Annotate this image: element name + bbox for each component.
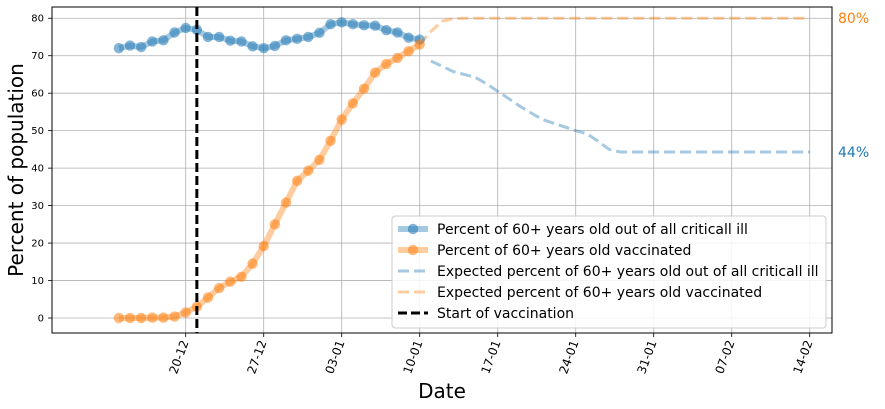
data-point bbox=[113, 312, 125, 324]
data-point bbox=[392, 52, 403, 64]
data-point bbox=[280, 35, 292, 46]
data-point bbox=[124, 40, 136, 51]
data-point bbox=[191, 24, 203, 36]
data-point bbox=[147, 312, 158, 323]
data-point bbox=[247, 258, 258, 269]
data-point bbox=[213, 31, 225, 43]
data-point bbox=[358, 20, 370, 31]
data-point bbox=[247, 41, 258, 52]
data-point bbox=[158, 35, 169, 46]
data-point bbox=[213, 282, 225, 294]
data-point bbox=[303, 31, 314, 43]
data-point bbox=[169, 27, 180, 38]
y-tick-label: 40 bbox=[31, 164, 44, 175]
y-tick-label: 0 bbox=[38, 314, 44, 325]
x-tick-label: 14-02 bbox=[790, 338, 815, 376]
data-point bbox=[202, 292, 214, 303]
data-point bbox=[314, 27, 325, 39]
data-point bbox=[236, 36, 247, 47]
data-point bbox=[403, 46, 414, 57]
data-point bbox=[202, 31, 214, 43]
data-point bbox=[381, 25, 392, 36]
series-line-2 bbox=[430, 59, 810, 154]
data-point bbox=[369, 20, 381, 31]
end-label-critical: 44% bbox=[838, 145, 869, 161]
legend-entry-start-vaccination: Start of vaccination bbox=[437, 306, 574, 322]
axes-frame bbox=[51, 6, 833, 334]
legend-entry-vaccinated: Percent of 60+ years old vaccinated bbox=[437, 243, 691, 259]
x-tick-label: 31-01 bbox=[634, 338, 659, 376]
legend-box bbox=[391, 215, 827, 329]
data-point bbox=[291, 175, 303, 187]
x-tick-label: 07-02 bbox=[712, 338, 737, 376]
x-tick-label: 24-01 bbox=[556, 338, 581, 376]
y-tick-label: 50 bbox=[31, 126, 44, 137]
data-point bbox=[336, 114, 347, 125]
data-point bbox=[403, 32, 414, 43]
data-point bbox=[258, 43, 269, 54]
data-point bbox=[347, 19, 359, 30]
data-point bbox=[325, 19, 336, 30]
data-point bbox=[381, 58, 392, 70]
data-point bbox=[280, 197, 292, 208]
data-point bbox=[135, 41, 147, 53]
data-point bbox=[158, 312, 169, 323]
data-point bbox=[269, 219, 281, 230]
x-axis-label: Date bbox=[418, 379, 466, 403]
legend-swatch-marker bbox=[407, 244, 419, 256]
data-point bbox=[169, 311, 180, 322]
data-point bbox=[147, 36, 158, 47]
data-point bbox=[303, 165, 314, 176]
series-line-1 bbox=[118, 41, 422, 321]
data-point bbox=[325, 135, 336, 146]
data-point bbox=[347, 98, 359, 109]
y-tick-label: 30 bbox=[31, 201, 44, 212]
data-point bbox=[180, 22, 191, 34]
legend-entry-expected-vaccinated: Expected percent of 60+ years old vaccin… bbox=[437, 285, 762, 301]
data-point bbox=[336, 17, 347, 28]
data-point bbox=[258, 240, 269, 252]
x-tick-label: 03-01 bbox=[322, 338, 347, 376]
y-tick-label: 80 bbox=[31, 14, 44, 25]
data-point bbox=[314, 154, 325, 166]
data-point bbox=[269, 40, 281, 52]
data-point bbox=[291, 33, 303, 45]
y-axis-label: Percent of population bbox=[4, 63, 28, 277]
legend-entry-critical: Percent of 60+ years old out of all crit… bbox=[437, 222, 748, 238]
data-point bbox=[225, 35, 236, 46]
y-tick-label: 60 bbox=[31, 89, 44, 100]
data-point bbox=[358, 83, 370, 94]
data-point bbox=[414, 39, 425, 50]
series-line-3 bbox=[418, 16, 810, 46]
x-tick-label: 20-12 bbox=[166, 338, 191, 376]
data-point bbox=[180, 307, 191, 318]
y-tick-label: 70 bbox=[31, 51, 44, 62]
data-point bbox=[225, 276, 236, 287]
legend-entry-expected-critical: Expected percent of 60+ years old out of… bbox=[437, 264, 819, 280]
series-line-0 bbox=[118, 19, 421, 52]
x-tick-label: 27-12 bbox=[244, 338, 269, 376]
end-labels: 44% 80% bbox=[838, 11, 869, 161]
y-tick-label: 10 bbox=[31, 276, 44, 287]
end-label-vaccinated: 80% bbox=[838, 11, 869, 27]
data-point bbox=[113, 43, 125, 54]
x-tick-label: 17-01 bbox=[478, 338, 503, 376]
x-tick-label: 10-01 bbox=[400, 338, 425, 376]
legend-swatch-marker bbox=[407, 223, 419, 235]
data-point bbox=[392, 27, 403, 38]
legend: Percent of 60+ years old out of all crit… bbox=[391, 215, 827, 329]
data-point bbox=[236, 271, 247, 282]
data-point bbox=[124, 312, 136, 324]
y-tick-label: 20 bbox=[31, 239, 44, 250]
legend-swatches bbox=[398, 223, 428, 315]
plot-area bbox=[113, 7, 810, 333]
data-point bbox=[135, 312, 147, 324]
data-point bbox=[369, 67, 381, 78]
